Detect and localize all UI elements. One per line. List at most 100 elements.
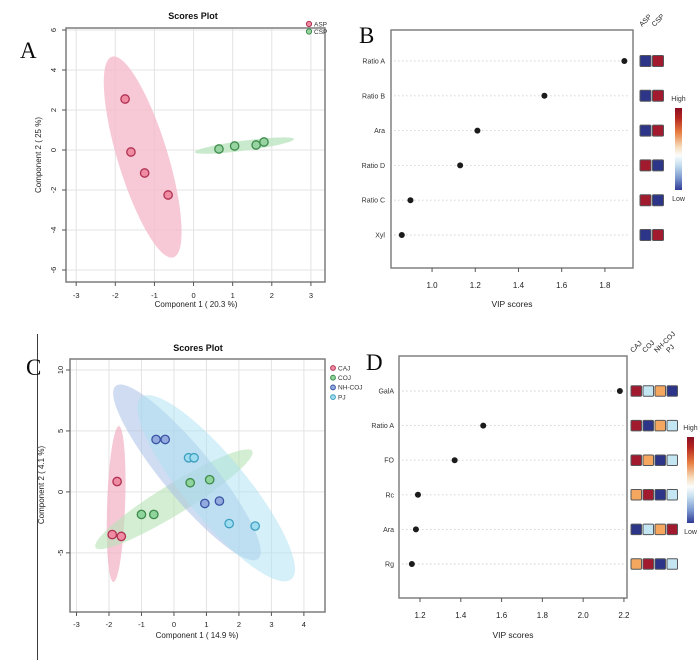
y-tick-label: 4 — [49, 68, 58, 72]
vip-dot — [408, 561, 415, 567]
vip-row-label: Ratio A — [362, 59, 385, 66]
panel-a-scores-plot: -3 -2 -1 0 1 2 3 -6 -4 -2 0 2 4 6 Scores Plot Component… — [34, 11, 327, 309]
x-tick-label: 1.2 — [414, 611, 426, 620]
heatmap-cell — [652, 124, 664, 137]
x-tick-label: -2 — [106, 620, 113, 629]
chart-title: Scores Plot — [173, 343, 223, 353]
heatmap-cell — [666, 385, 678, 397]
vip-row-label: Rg — [385, 562, 394, 569]
panel-c-letter: C — [26, 355, 42, 380]
x-tick-label: 2 — [237, 620, 241, 629]
legend-label: COJ — [338, 375, 351, 382]
x-tick-label: 3 — [269, 620, 273, 629]
y-tick-label: 5 — [56, 429, 65, 433]
vip-dot — [457, 162, 464, 169]
heatmap-column-header: COJ — [641, 340, 656, 355]
heatmap-cell — [654, 489, 666, 501]
vip-row-label: Ratio B — [362, 93, 385, 100]
vip-dot — [474, 127, 481, 134]
plot-frame — [65, 27, 326, 283]
y-tick-label: 0 — [56, 490, 65, 494]
vip-dot — [621, 58, 628, 64]
plot-frame — [390, 29, 634, 269]
heatmap-column-header: CSP — [651, 13, 666, 28]
figure-left-border — [37, 334, 38, 660]
x-axis-label: Component 1 ( 14.9 %) — [156, 631, 239, 640]
heatmap-cell — [639, 124, 652, 137]
vip-row-label: Ratio D — [362, 163, 385, 170]
heatmap-cell — [639, 194, 652, 207]
x-tick-label: 2.2 — [618, 611, 630, 620]
heatmap-cell — [666, 523, 678, 536]
vip-row-label: Rc — [385, 492, 394, 499]
x-tick-label: 1.8 — [537, 611, 549, 620]
colorbar — [675, 108, 682, 190]
data-point — [224, 518, 235, 529]
heatmap-cell — [630, 385, 642, 397]
x-tick-label: 1.4 — [513, 281, 525, 290]
heatmap-cell — [654, 385, 666, 397]
panel-a-letter: A — [20, 38, 37, 63]
heatmap-cell — [652, 229, 664, 241]
y-tick-label: -5 — [56, 550, 65, 557]
heatmap-cell — [654, 558, 666, 570]
data-point — [139, 168, 150, 178]
x-tick-label: 0 — [191, 291, 195, 300]
heatmap-cell — [639, 229, 652, 241]
data-point — [250, 521, 261, 531]
heatmap-cell — [630, 419, 642, 432]
x-tick-label: 4 — [302, 620, 306, 629]
y-tick-label: 10 — [56, 366, 65, 374]
x-tick-label: 1.6 — [496, 611, 508, 620]
legend-swatch — [305, 20, 313, 28]
vip-dot — [412, 526, 419, 533]
x-tick-label: -3 — [73, 291, 80, 300]
confidence-ellipse — [137, 395, 295, 582]
data-point — [112, 476, 122, 487]
vip-dot — [414, 491, 421, 498]
data-point — [185, 477, 196, 488]
vip-row-label: FO — [384, 458, 394, 465]
data-point — [163, 190, 173, 200]
colorbar-high-label: High — [683, 425, 698, 432]
vip-row-label: Ratio C — [362, 198, 385, 205]
colorbar-low-label: Low — [672, 196, 686, 203]
legend-label: CSP — [314, 29, 327, 36]
heatmap-cell — [630, 489, 642, 501]
vip-dot — [407, 197, 414, 204]
vip-dot — [616, 388, 623, 394]
colorbar — [687, 437, 694, 523]
data-point — [189, 452, 199, 463]
y-tick-label: 0 — [49, 148, 58, 152]
panel-b-vip-plot: Ratio A Ratio B Ara Ratio D Ratio C Xyl ASPCSP… — [362, 13, 686, 309]
legend-label: NH-COJ — [338, 385, 363, 392]
y-axis-label: Component 2 ( 25 %) — [34, 117, 43, 193]
vip-row-label: Ara — [383, 527, 394, 534]
panel-b-letter: B — [359, 23, 375, 48]
data-point — [107, 529, 118, 540]
plot-frame — [398, 355, 628, 599]
heatmap-cell — [652, 55, 664, 67]
heatmap-cell — [652, 194, 664, 207]
heatmap-cell — [654, 419, 666, 432]
vip-row-label: GalA — [378, 389, 394, 396]
vip-dot — [398, 232, 405, 238]
vip-dot — [451, 457, 458, 464]
data-point — [251, 140, 261, 150]
x-tick-label: 2 — [270, 291, 274, 300]
colorbar-low-label: Low — [684, 529, 698, 536]
x-tick-label: 1.4 — [455, 611, 467, 620]
y-tick-label: -2 — [49, 187, 58, 194]
x-tick-label: 1.0 — [426, 281, 438, 290]
x-tick-label: 1.8 — [599, 281, 611, 290]
heatmap-cell — [630, 523, 642, 536]
data-point — [160, 434, 171, 445]
legend-swatch — [330, 374, 336, 381]
data-point — [148, 509, 159, 520]
heatmap-column-header: ASP — [638, 13, 653, 28]
y-tick-label: 2 — [49, 108, 58, 112]
x-tick-label: -1 — [138, 620, 145, 629]
legend-label: CAJ — [338, 365, 350, 372]
vip-dot — [480, 422, 487, 429]
heatmap-cell — [642, 385, 654, 397]
